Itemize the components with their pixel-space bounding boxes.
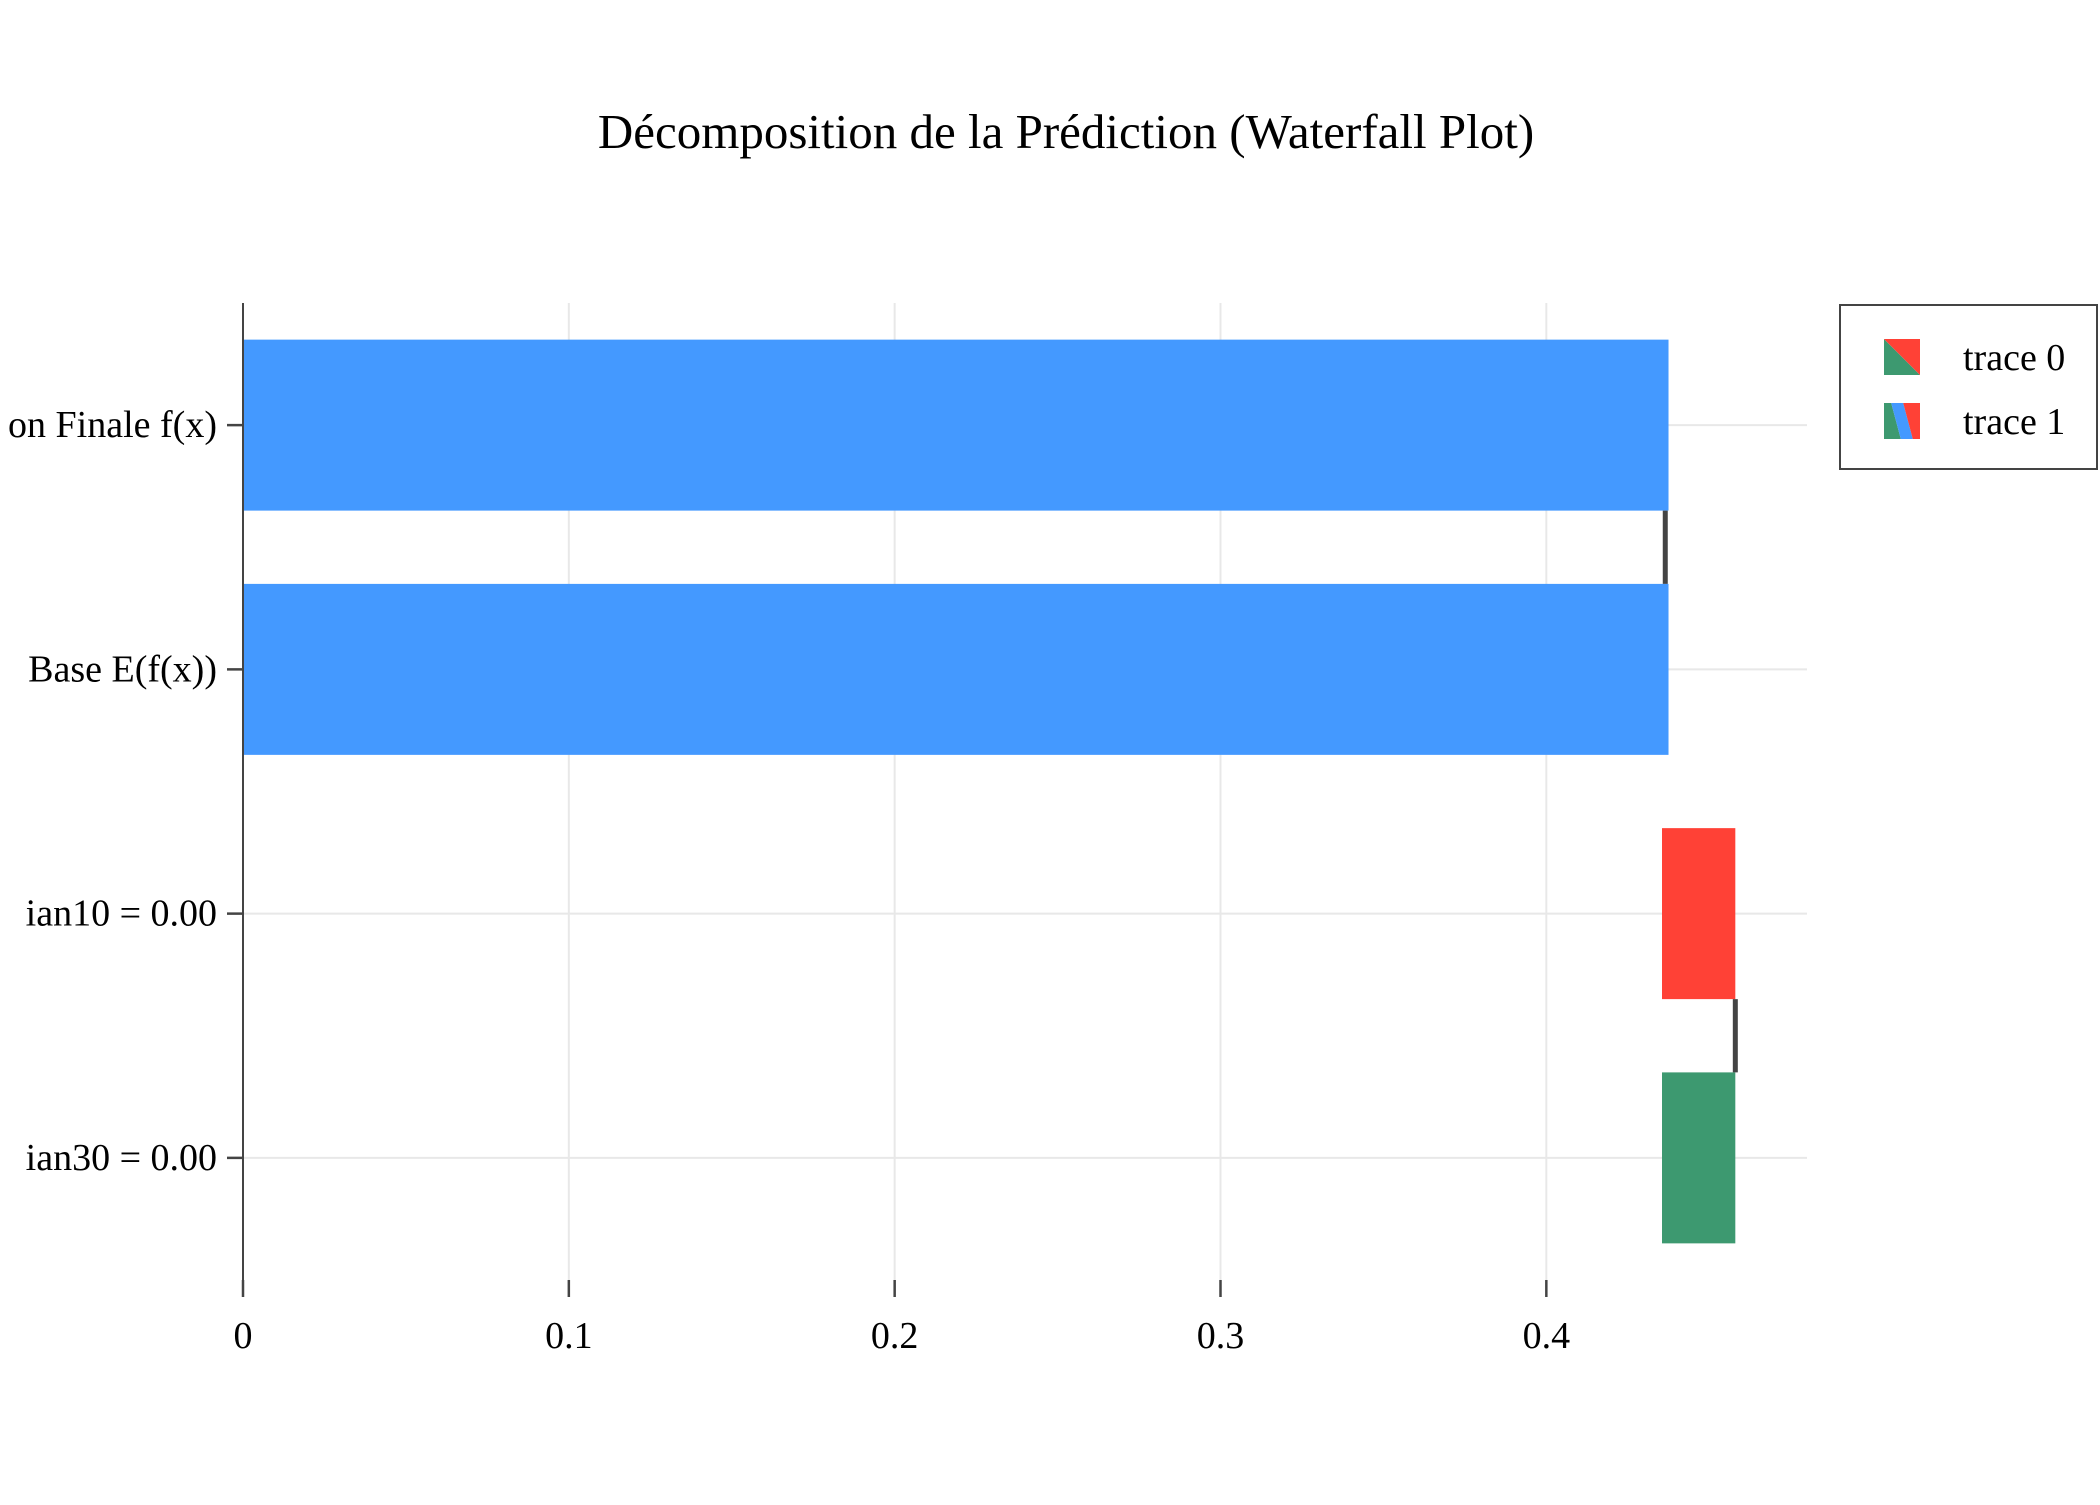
legend-label: trace 0 [1963, 337, 2065, 379]
y-tick-label: ian30 = 0.00 [26, 1137, 217, 1179]
legend-item[interactable]: trace 0 [1884, 337, 2065, 379]
legend-label: trace 1 [1963, 401, 2065, 443]
waterfall-bar[interactable] [243, 339, 1669, 511]
waterfall-legend-icon [1884, 339, 1920, 375]
x-tick-label: 0.4 [1523, 1315, 1571, 1357]
waterfall-bar[interactable] [243, 583, 1669, 755]
waterfall-bar[interactable] [1662, 828, 1736, 1000]
y-tick-label: ian10 = 0.00 [26, 893, 217, 935]
y-tick-label: Base E(f(x)) [28, 648, 217, 690]
x-tick-label: 0.3 [1197, 1315, 1245, 1357]
connector-layer [1662, 510, 1738, 1073]
waterfall-bar[interactable] [1662, 1072, 1736, 1244]
x-tick-label: 0 [234, 1315, 253, 1357]
chart-title: Décomposition de la Prédiction (Waterfal… [598, 104, 1534, 159]
legend-item[interactable]: trace 1 [1884, 401, 2065, 443]
x-tick-label: 0.1 [545, 1315, 593, 1357]
axis-layer: ian30 = 0.00 ian10 = 0.00 Base E(f(x)) on F… [8, 303, 1570, 1357]
waterfall-legend-icon [1884, 403, 1920, 439]
legend[interactable]: trace 0 trace 1 [1839, 304, 2098, 470]
y-tick-label: on Finale f(x) [8, 404, 217, 446]
legend-box [1839, 304, 2098, 470]
bar-layer [243, 339, 1736, 1244]
x-tick-label: 0.2 [871, 1315, 919, 1357]
